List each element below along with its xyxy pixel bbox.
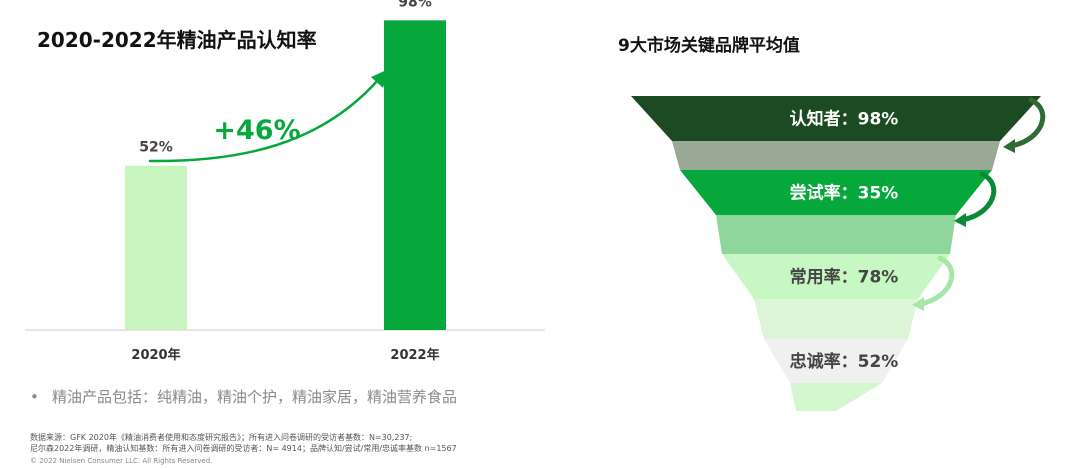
bar-0 <box>125 165 187 330</box>
trend-arrow-head <box>371 69 389 88</box>
funnel-curl-arrowhead-1 <box>954 213 966 227</box>
funnel-stage-label-0: 认知者：98% <box>790 109 899 130</box>
funnel-connector-0 <box>672 141 1000 170</box>
funnel-chart-title: 9大市场关键品牌平均值 <box>618 36 800 56</box>
funnel-curl-arrow-0 <box>1008 97 1046 149</box>
funnel-stage-label-2: 常用率：78% <box>790 267 899 288</box>
bar-value-label-0: 52% <box>139 140 173 156</box>
funnel-stage-3 <box>764 339 908 383</box>
x-tick-label-1: 2022年 <box>390 347 439 363</box>
funnel-tail <box>790 383 882 411</box>
footnote-base: 尼尔森2022年调研，精油认知基数：所有进入问卷调研的受访者：N= 4914；品… <box>30 444 457 453</box>
note-text: 精油产品包括：纯精油，精油个护，精油家居，精油营养食品 <box>52 388 458 406</box>
growth-annotation: +46% <box>213 115 300 146</box>
funnel-connector-2 <box>754 299 918 339</box>
bar-chart-title: 2020-2022年精油产品认知率 <box>37 28 317 52</box>
funnel-connector-1 <box>716 215 956 254</box>
funnel-stage-2 <box>722 254 950 299</box>
awareness-bar-chart: 52% 2020年 98% 2022年 +46% <box>25 0 545 363</box>
footnote-source: 数据来源：GFK 2020年《精油消费者使用和态度研究报告》；所有进入问卷调研的… <box>30 433 413 442</box>
bar-1 <box>384 20 446 330</box>
note-bullet: • <box>30 388 39 406</box>
funnel-stage-1 <box>680 170 992 215</box>
funnel-curl-arrowhead-2 <box>912 297 924 311</box>
funnel-stage-label-1: 尝试率：35% <box>790 183 899 204</box>
funnel-curl-arrow-1 <box>959 171 997 223</box>
funnel-curl-arrow-2 <box>917 255 955 307</box>
funnel-curl-arrowhead-0 <box>1003 139 1015 153</box>
trend-arrow-line <box>148 78 380 163</box>
bar-value-label-1: 98% <box>398 0 432 10</box>
copyright: © 2022 Nielsen Consumer LLC. All Rights … <box>30 457 213 465</box>
funnel-stage-label-3: 忠诚率：52% <box>790 351 899 372</box>
product-note: • 精油产品包括：纯精油，精油个护，精油家居，精油营养食品 <box>30 386 457 407</box>
funnel-stage-0 <box>631 96 1041 141</box>
x-tick-label-0: 2020年 <box>131 347 180 363</box>
